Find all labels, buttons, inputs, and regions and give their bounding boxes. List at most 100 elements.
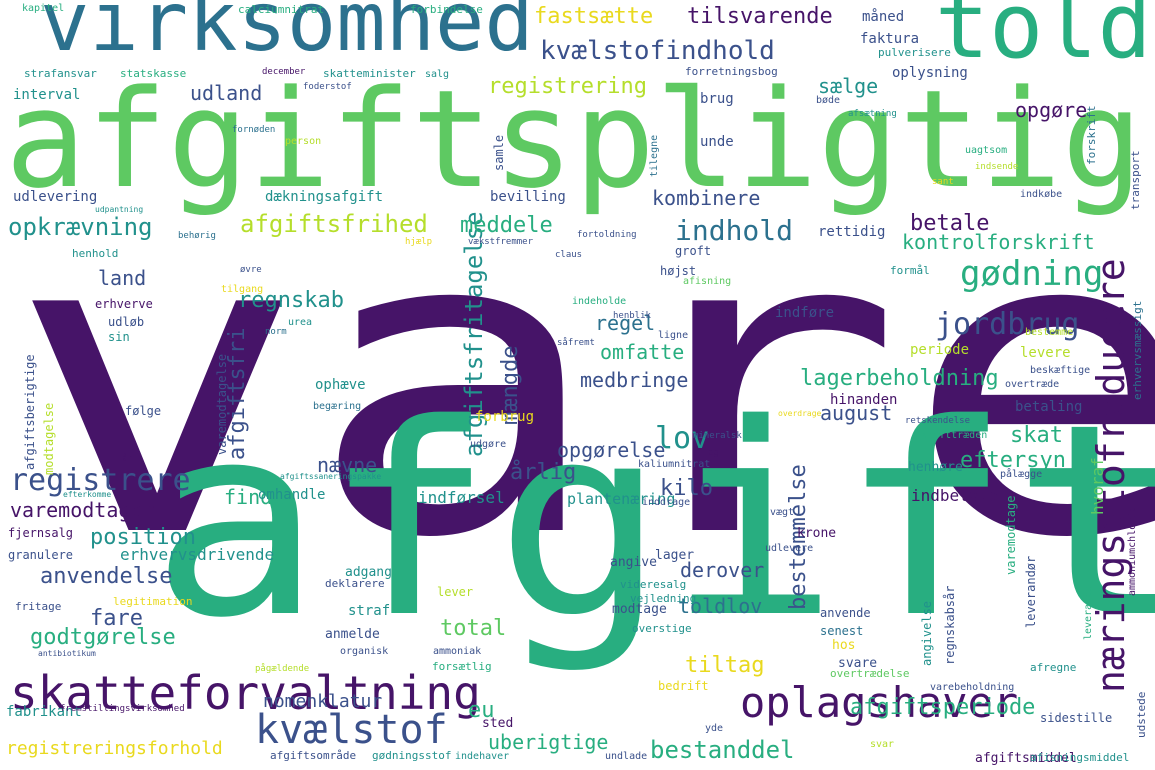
word-21: fastsætte	[534, 4, 654, 29]
word-65: omhandle	[258, 487, 326, 503]
word-97: modtage	[612, 602, 667, 617]
word-181: såfremt	[557, 338, 595, 348]
word-163: salg	[425, 69, 450, 80]
word-113: henhold	[72, 247, 119, 260]
word-7: oplagshaver	[740, 678, 1019, 727]
word-28: kontrolforskrift	[902, 230, 1095, 254]
word-5: told	[935, 0, 1152, 79]
word-125: udgøre	[470, 439, 507, 450]
word-173: øvre	[240, 265, 262, 275]
word-150: forskrift	[1085, 105, 1098, 165]
word-23: udland	[190, 81, 263, 105]
word-24: sælge	[818, 74, 879, 98]
word-171: fortoldning	[577, 230, 637, 240]
word-102: bedrift	[658, 679, 709, 693]
word-146: uagtsom	[965, 145, 1008, 156]
word-8: kvælstof	[255, 707, 448, 753]
word-38: skat	[1010, 423, 1063, 448]
word-100: adgang	[345, 565, 392, 580]
word-52: toldlov	[678, 594, 763, 618]
word-6: skatteforvaltning	[10, 666, 481, 720]
word-143: bestemme	[1025, 327, 1074, 338]
word-155: tilegne	[649, 134, 660, 177]
word-191: antibiotikum	[38, 649, 96, 658]
word-109: højst	[660, 264, 697, 278]
word-140: overtræde	[1005, 379, 1060, 390]
word-55: eu	[468, 698, 495, 723]
word-162: skatteminister	[323, 67, 416, 80]
word-4: virksomhed	[40, 0, 534, 70]
word-164: foderstof	[303, 82, 352, 92]
word-25: opgøre	[1015, 98, 1088, 122]
word-91: lager	[655, 548, 695, 563]
word-180: ligne	[658, 330, 689, 341]
word-193: fremstillingsvirksomhed	[60, 704, 185, 714]
word-185: efterkomme	[63, 490, 112, 499]
word-61: fabrikant	[6, 704, 82, 720]
word-86: samle	[492, 134, 506, 171]
word-198: yde	[705, 723, 724, 734]
word-54: tiltag	[685, 653, 765, 678]
word-84: bevilling	[490, 189, 566, 205]
word-176: indeholde	[572, 296, 627, 307]
word-119: deklarere	[325, 577, 385, 590]
word-93: anvende	[820, 606, 871, 620]
word-48: fare	[90, 606, 143, 631]
word-120: videresalg	[620, 578, 687, 591]
word-184: afgiftssaneringspakke	[280, 472, 382, 481]
word-2: afgift	[150, 368, 1155, 676]
word-123: organisk	[340, 646, 389, 657]
word-19: meddele	[460, 213, 553, 238]
word-17: afgiftsfrihed	[240, 210, 428, 238]
word-70: betaling	[1015, 399, 1083, 415]
word-44: finde	[224, 485, 285, 509]
word-74: levere	[1020, 345, 1071, 361]
word-199: svar	[870, 739, 895, 750]
word-47: anvendelse	[40, 564, 173, 589]
word-108: groft	[675, 244, 712, 258]
word-26: kombinere	[652, 186, 761, 210]
word-40: opgørelse	[557, 438, 666, 462]
word-179: norm	[265, 327, 287, 337]
word-170: vækstfremmer	[468, 237, 534, 247]
word-156: kapitel	[22, 3, 65, 14]
word-83: dækningsafgift	[265, 189, 384, 205]
word-137: pålægge	[1000, 469, 1043, 480]
word-157: calciumnitrat	[238, 3, 325, 16]
word-46: position	[90, 525, 196, 550]
word-1: vare	[8, 141, 1155, 630]
word-174: tilgang	[221, 284, 264, 295]
word-42: kilo	[660, 476, 713, 501]
word-16: indhold	[675, 214, 794, 247]
word-22: tilsvarende	[687, 4, 833, 29]
word-68: henhøre	[908, 460, 963, 475]
word-105: regnskabsår	[943, 585, 957, 665]
word-94: senest	[820, 624, 864, 638]
word-101: anmelde	[325, 627, 380, 642]
word-145: indkøbe	[1020, 189, 1063, 200]
word-135: leverance	[1083, 585, 1094, 640]
word-29: lagerbeholdning	[800, 366, 999, 391]
word-186: eg	[708, 448, 719, 458]
word-141: beskæftige	[1030, 365, 1091, 376]
word-142: erhvervsmæssigt	[1131, 300, 1144, 400]
word-45: varemodtager	[10, 498, 155, 522]
word-190: overdrage	[778, 409, 822, 418]
word-3: afgiftspligtig	[5, 61, 1143, 218]
word-121: vejledning	[630, 592, 697, 605]
word-18: opkrævning	[8, 213, 153, 241]
word-87: varemodtagelse	[215, 353, 229, 455]
word-77: brug	[700, 91, 734, 107]
word-31: regnskab	[238, 288, 344, 313]
word-66: indbetale	[911, 486, 998, 505]
word-35: medbringe	[580, 368, 689, 392]
word-153: forretningsbog	[685, 65, 778, 78]
word-107: leverandør	[1024, 555, 1038, 628]
word-178: urea	[288, 317, 313, 328]
word-71: ophæve	[315, 377, 366, 393]
word-122: overstige	[632, 622, 692, 635]
word-112: sin	[108, 330, 130, 344]
word-49: godtgørelse	[30, 625, 176, 650]
word-15: lov	[655, 421, 710, 456]
word-183: år	[122, 454, 133, 464]
